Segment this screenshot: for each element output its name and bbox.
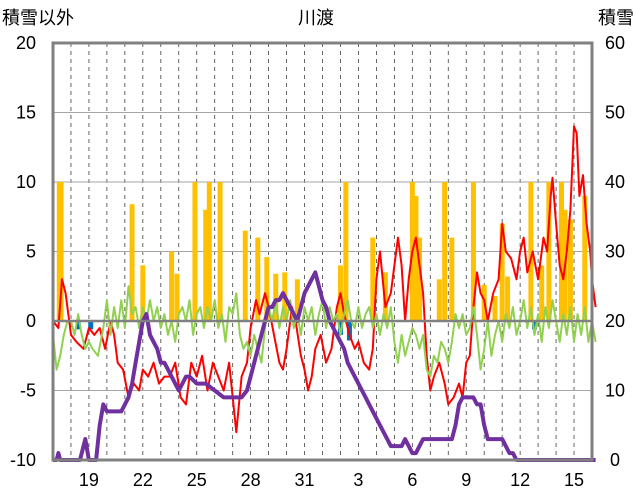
series-line bbox=[52, 125, 597, 434]
bar bbox=[75, 321, 81, 330]
bar bbox=[192, 182, 198, 321]
left-tick-label: 5 bbox=[26, 242, 36, 262]
bar bbox=[417, 237, 423, 321]
right-tick-label: 50 bbox=[605, 103, 625, 123]
left-tick-label: 0 bbox=[26, 311, 36, 331]
precipitation-bars bbox=[56, 182, 588, 341]
bar bbox=[528, 182, 534, 321]
bar bbox=[505, 276, 511, 321]
x-tick-label: 6 bbox=[407, 470, 417, 490]
bar bbox=[169, 251, 175, 321]
bar bbox=[582, 195, 588, 321]
series-line bbox=[53, 270, 596, 462]
bar bbox=[546, 182, 552, 321]
bar bbox=[217, 182, 223, 321]
chart-title: 川渡 bbox=[298, 8, 334, 29]
bar bbox=[273, 273, 279, 321]
left-tick-label: 15 bbox=[16, 103, 36, 123]
x-tick-label: 15 bbox=[564, 470, 584, 490]
bar bbox=[174, 273, 180, 321]
right-tick-label: 40 bbox=[605, 172, 625, 192]
bar bbox=[337, 321, 343, 335]
left-axis-label: 積雪以外 bbox=[2, 8, 74, 29]
bar bbox=[558, 182, 564, 321]
bar bbox=[255, 237, 261, 321]
x-tick-label: 3 bbox=[353, 470, 363, 490]
right-tick-label: 20 bbox=[605, 311, 625, 331]
x-tick-label: 12 bbox=[510, 470, 530, 490]
left-y-ticks: -10 -5 0 5 10 15 20 bbox=[10, 33, 36, 470]
left-tick-label: 20 bbox=[16, 33, 36, 53]
right-tick-label: 60 bbox=[605, 33, 625, 53]
bar bbox=[442, 182, 448, 321]
bar bbox=[413, 195, 419, 321]
x-tick-label: 31 bbox=[295, 470, 315, 490]
bar bbox=[567, 219, 573, 321]
bar bbox=[294, 279, 300, 321]
right-tick-label: 10 bbox=[605, 381, 625, 401]
bar bbox=[436, 279, 442, 321]
bar bbox=[343, 182, 349, 321]
x-tick-label: 28 bbox=[241, 470, 261, 490]
plot-frame bbox=[51, 41, 594, 462]
bar bbox=[532, 321, 538, 330]
left-tick-label: -5 bbox=[20, 381, 36, 401]
bar bbox=[264, 257, 270, 321]
bar bbox=[370, 237, 376, 321]
bar bbox=[206, 182, 212, 321]
right-y-ticks: 0 10 20 30 40 50 60 bbox=[605, 33, 625, 470]
bar bbox=[470, 182, 476, 321]
x-tick-label: 9 bbox=[461, 470, 471, 490]
bar bbox=[499, 223, 505, 321]
bar bbox=[492, 295, 498, 321]
bar bbox=[129, 204, 135, 321]
right-tick-label: 0 bbox=[610, 450, 620, 470]
x-tick-label: 22 bbox=[133, 470, 153, 490]
left-tick-label: -10 bbox=[10, 450, 36, 470]
x-tick-label: 25 bbox=[187, 470, 207, 490]
bar bbox=[242, 230, 248, 321]
bar bbox=[539, 265, 545, 321]
left-tick-label: 10 bbox=[16, 172, 36, 192]
bar bbox=[88, 321, 94, 330]
bar bbox=[203, 209, 209, 321]
x-tick-label: 19 bbox=[79, 470, 99, 490]
bar bbox=[58, 182, 64, 321]
right-axis-label: 積雪 bbox=[598, 8, 634, 29]
bar bbox=[449, 237, 455, 321]
right-tick-label: 30 bbox=[605, 242, 625, 262]
bar bbox=[140, 265, 146, 321]
x-ticks: 19 22 25 28 31 3 6 9 12 15 bbox=[79, 470, 584, 490]
